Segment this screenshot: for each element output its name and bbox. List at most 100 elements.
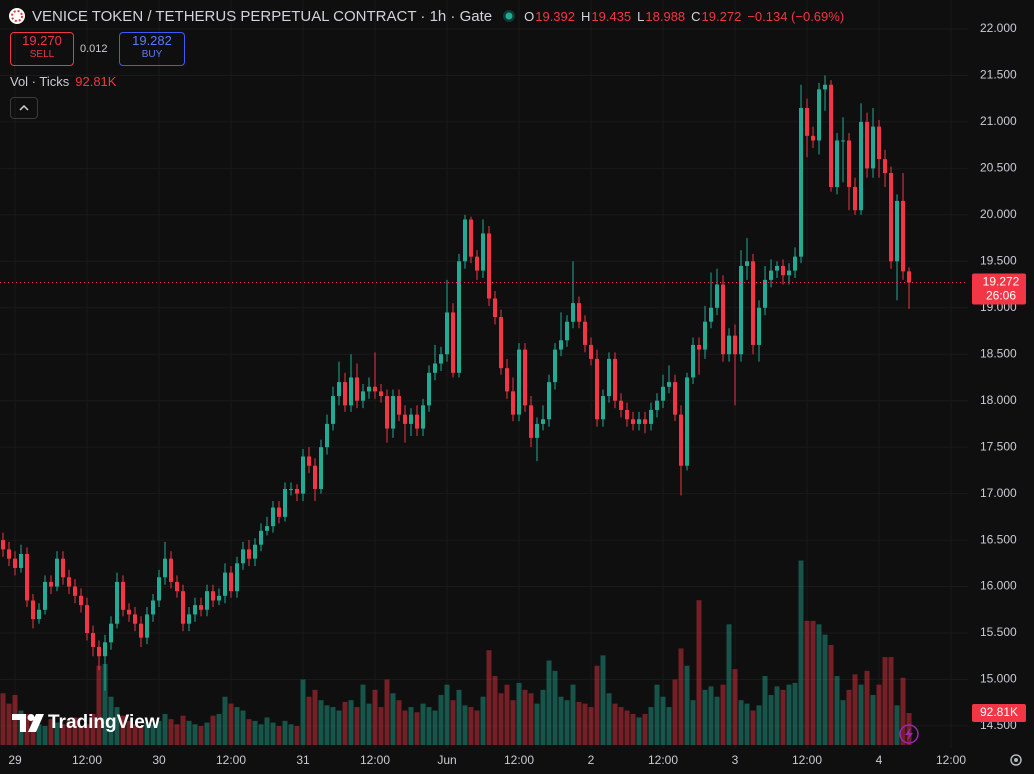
- volume-bar: [78, 726, 84, 745]
- volume-bar: [846, 689, 852, 745]
- x-tick-label: 12:00: [72, 753, 102, 767]
- volume-bar: [708, 686, 714, 745]
- volume-bar: [540, 689, 546, 745]
- volume-bar: [426, 707, 432, 745]
- volume-bar: [654, 684, 660, 745]
- candle-body: [763, 279, 768, 308]
- candle-body: [505, 368, 510, 392]
- x-tick-label: 29: [8, 753, 22, 767]
- candle-body: [847, 140, 852, 187]
- candle-body: [397, 396, 402, 415]
- volume-bar: [600, 655, 606, 745]
- settings-dot: [1014, 758, 1018, 762]
- y-tick-label: 19.500: [980, 253, 1017, 267]
- candle-body: [403, 414, 408, 424]
- volume-bar: [336, 710, 342, 745]
- candle-body: [1, 540, 6, 550]
- candle-body: [253, 544, 258, 559]
- ohlc-key: C: [691, 8, 701, 24]
- collapse-button[interactable]: [10, 97, 38, 119]
- volume-bar: [270, 722, 276, 745]
- volume-bar: [114, 707, 120, 745]
- candle-body: [355, 377, 360, 401]
- y-tick-label: 15.000: [980, 672, 1017, 686]
- lightning: [905, 727, 913, 741]
- ohlc-value: 18.988: [645, 8, 686, 24]
- volume-bar: [666, 707, 672, 745]
- volume-bar: [390, 693, 396, 745]
- y-tick-label: 15.500: [980, 625, 1017, 639]
- candle-body: [373, 386, 378, 392]
- candle-body: [349, 377, 354, 406]
- last-price-badge: [972, 273, 1026, 305]
- volume-bar: [894, 705, 900, 745]
- candle-body: [283, 488, 288, 517]
- volume-bar: [786, 684, 792, 745]
- candle-body: [367, 386, 372, 392]
- candle-body: [595, 358, 600, 420]
- candle-body: [169, 558, 174, 582]
- candle-body: [259, 530, 264, 545]
- ohlc-value: 19.272: [701, 8, 742, 24]
- volume-bar: [756, 705, 762, 745]
- sell-label: SELL: [29, 49, 55, 60]
- alert-icon[interactable]: [899, 724, 919, 744]
- volume-bar: [858, 684, 864, 745]
- settings-icon[interactable]: [1010, 754, 1022, 766]
- watermark-text: TradingView: [48, 712, 160, 733]
- candle-body: [823, 84, 828, 90]
- volume-bar: [366, 703, 372, 745]
- volume-bar: [444, 684, 450, 745]
- y-tick-label: 20.000: [980, 207, 1017, 221]
- candle-body: [37, 609, 42, 620]
- candle-body: [7, 549, 12, 559]
- volume-bar: [720, 684, 726, 745]
- volume-bar: [594, 665, 600, 745]
- buy-button[interactable]: 19.282 BUY: [119, 32, 185, 66]
- candle-body: [727, 335, 732, 355]
- candle-body: [559, 340, 564, 350]
- y-tick-label: 21.000: [980, 114, 1017, 128]
- volume-bar: [450, 700, 456, 745]
- x-tick-label: 30: [152, 753, 166, 767]
- candle-body: [229, 572, 234, 592]
- volume-bar: [162, 713, 168, 745]
- candle-body: [343, 382, 348, 406]
- volume-bar: [618, 707, 624, 745]
- volume-bar: [522, 689, 528, 745]
- volume-bar: [276, 726, 282, 745]
- candle-body: [781, 265, 786, 276]
- candle-body: [859, 121, 864, 211]
- candle-body: [529, 405, 534, 438]
- volume-bar: [294, 726, 300, 745]
- candle-body: [31, 600, 36, 620]
- volume-bar: [30, 720, 36, 745]
- candle-body: [673, 382, 678, 415]
- candle-body: [151, 600, 156, 615]
- volume-bar: [822, 634, 828, 745]
- volume-legend: Vol · Ticks 92.81K: [10, 74, 116, 89]
- candle-body: [121, 581, 126, 610]
- volume-bar: [738, 700, 744, 745]
- sell-button[interactable]: 19.270 SELL: [10, 32, 74, 66]
- volume-bar: [282, 720, 288, 745]
- candle-body: [199, 605, 204, 610]
- volume-bar: [642, 713, 648, 745]
- volume-bar: [870, 695, 876, 745]
- volume-bar: [174, 724, 180, 745]
- volume-bar: [120, 715, 126, 745]
- volume-bar: [582, 703, 588, 745]
- candle-body: [481, 233, 486, 271]
- volume-bar: [180, 715, 186, 745]
- volume-bar: [474, 710, 480, 745]
- volume-bar: [354, 707, 360, 745]
- candle-body: [799, 107, 804, 257]
- volume-bar: [378, 707, 384, 745]
- volume-bar: [342, 701, 348, 745]
- candle-body: [427, 372, 432, 406]
- volume-bar: [876, 684, 882, 745]
- y-tick-label: 17.000: [980, 486, 1017, 500]
- volume-bar: [222, 696, 228, 745]
- candle-body: [661, 386, 666, 401]
- candle-body: [139, 623, 144, 638]
